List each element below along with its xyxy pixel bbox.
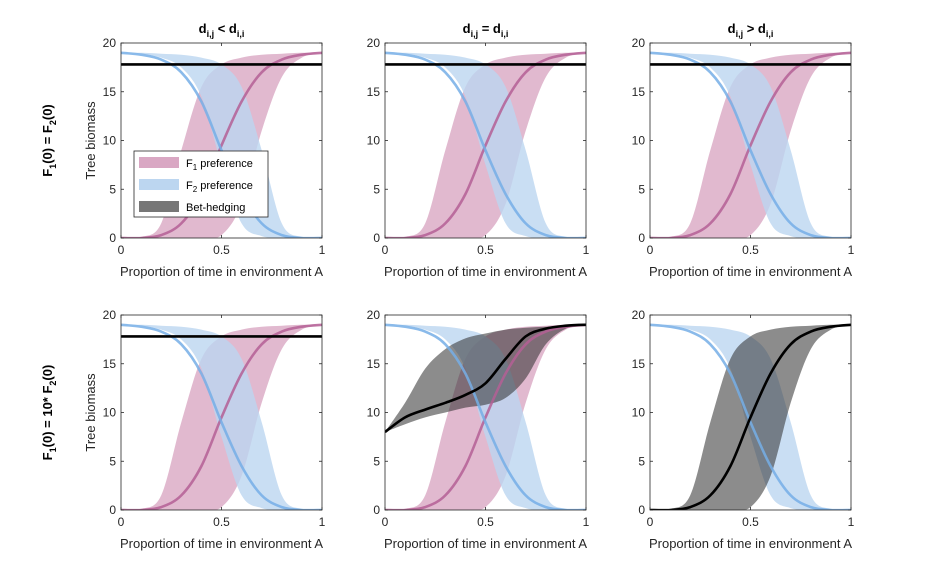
y-tick-label: 20 — [367, 36, 381, 50]
y-tick-label: 15 — [632, 357, 646, 371]
line-f1-preference — [650, 51, 851, 238]
line-bet-hedging — [385, 323, 586, 434]
y-tick-label: 20 — [367, 308, 381, 322]
x-tick-label: 0 — [118, 515, 125, 529]
y-tick-label: 10 — [103, 406, 117, 420]
y-tick-label: 10 — [103, 134, 117, 148]
x-axis-label: Proportion of time in environment A — [120, 536, 323, 551]
x-axis-label: Proportion of time in environment A — [649, 264, 852, 279]
y-tick-label: 5 — [109, 182, 116, 196]
y-tick-label: 10 — [367, 406, 381, 420]
y-tick-label: 5 — [638, 182, 645, 196]
x-tick-label: 0.5 — [477, 243, 494, 257]
line-f2-preference — [650, 323, 851, 510]
y-tick-label: 5 — [373, 182, 380, 196]
x-axis-label: Proportion of time in environment A — [120, 264, 323, 279]
y-tick-label: 10 — [632, 406, 646, 420]
y-tick-label: 15 — [367, 357, 381, 371]
line-f1-preference — [121, 51, 322, 238]
x-axis-label: Proportion of time in environment A — [649, 536, 852, 551]
line-f2-preference — [385, 51, 586, 238]
y-tick-label: 0 — [109, 231, 116, 245]
line-f2-preference — [121, 51, 322, 238]
y-tick-label: 20 — [103, 308, 117, 322]
y-tick-label: 0 — [109, 503, 116, 517]
x-tick-label: 0.5 — [477, 515, 494, 529]
x-tick-label: 0 — [118, 243, 125, 257]
y-axis-label: Tree biomass — [83, 101, 98, 180]
y-tick-label: 20 — [103, 36, 117, 50]
row-label-2: F1(0) = 10* F2(0) — [40, 365, 58, 461]
line-bet-hedging — [650, 323, 851, 510]
legend-label-f2: F2 preference — [186, 180, 253, 194]
x-tick-label: 0.5 — [213, 243, 230, 257]
y-tick-label: 20 — [632, 308, 646, 322]
x-tick-label: 1 — [848, 515, 855, 529]
line-f1-preference — [121, 323, 322, 510]
legend-swatch-f2 — [139, 179, 179, 190]
legend-label-bet: Bet-hedging — [186, 202, 245, 214]
y-tick-label: 0 — [638, 503, 645, 517]
line-f2-preference — [650, 51, 851, 238]
x-tick-label: 1 — [583, 243, 590, 257]
legend: F1 preference F2 preference Bet-hedging — [133, 150, 269, 218]
column-title-1: di,j < di,i — [199, 21, 245, 39]
line-f2-preference — [121, 323, 322, 510]
x-tick-label: 0.5 — [742, 515, 759, 529]
x-tick-label: 0 — [382, 243, 389, 257]
legend-label-f1: F1 preference — [186, 158, 253, 172]
legend-swatch-f1 — [139, 157, 179, 168]
x-tick-label: 0.5 — [213, 515, 230, 529]
y-tick-label: 10 — [632, 134, 646, 148]
legend-swatch-bet — [139, 201, 179, 212]
x-axis-label: Proportion of time in environment A — [384, 536, 587, 551]
x-axis-label: Proportion of time in environment A — [384, 264, 587, 279]
y-tick-label: 0 — [638, 231, 645, 245]
y-tick-label: 5 — [109, 454, 116, 468]
row-label-1: F1(0) = F2(0) — [40, 104, 58, 177]
line-f2-preference — [385, 323, 586, 510]
y-tick-label: 20 — [632, 36, 646, 50]
x-tick-label: 1 — [848, 243, 855, 257]
y-tick-label: 5 — [638, 454, 645, 468]
line-f1-preference — [385, 51, 586, 238]
x-tick-label: 0 — [382, 515, 389, 529]
y-tick-label: 5 — [373, 454, 380, 468]
x-tick-label: 0 — [647, 243, 654, 257]
x-tick-label: 1 — [319, 515, 326, 529]
y-tick-label: 10 — [367, 134, 381, 148]
y-tick-label: 15 — [632, 85, 646, 99]
y-tick-label: 15 — [103, 357, 117, 371]
line-f1-preference — [385, 323, 586, 510]
x-tick-label: 0.5 — [742, 243, 759, 257]
x-tick-label: 0 — [647, 515, 654, 529]
y-tick-label: 15 — [103, 85, 117, 99]
column-title-2: di,j = di,i — [463, 21, 509, 39]
y-axis-label: Tree biomass — [83, 373, 98, 452]
y-tick-label: 0 — [373, 503, 380, 517]
y-tick-label: 15 — [367, 85, 381, 99]
y-tick-label: 0 — [373, 231, 380, 245]
x-tick-label: 1 — [583, 515, 590, 529]
x-tick-label: 1 — [319, 243, 326, 257]
column-title-3: di,j > di,i — [728, 21, 774, 39]
